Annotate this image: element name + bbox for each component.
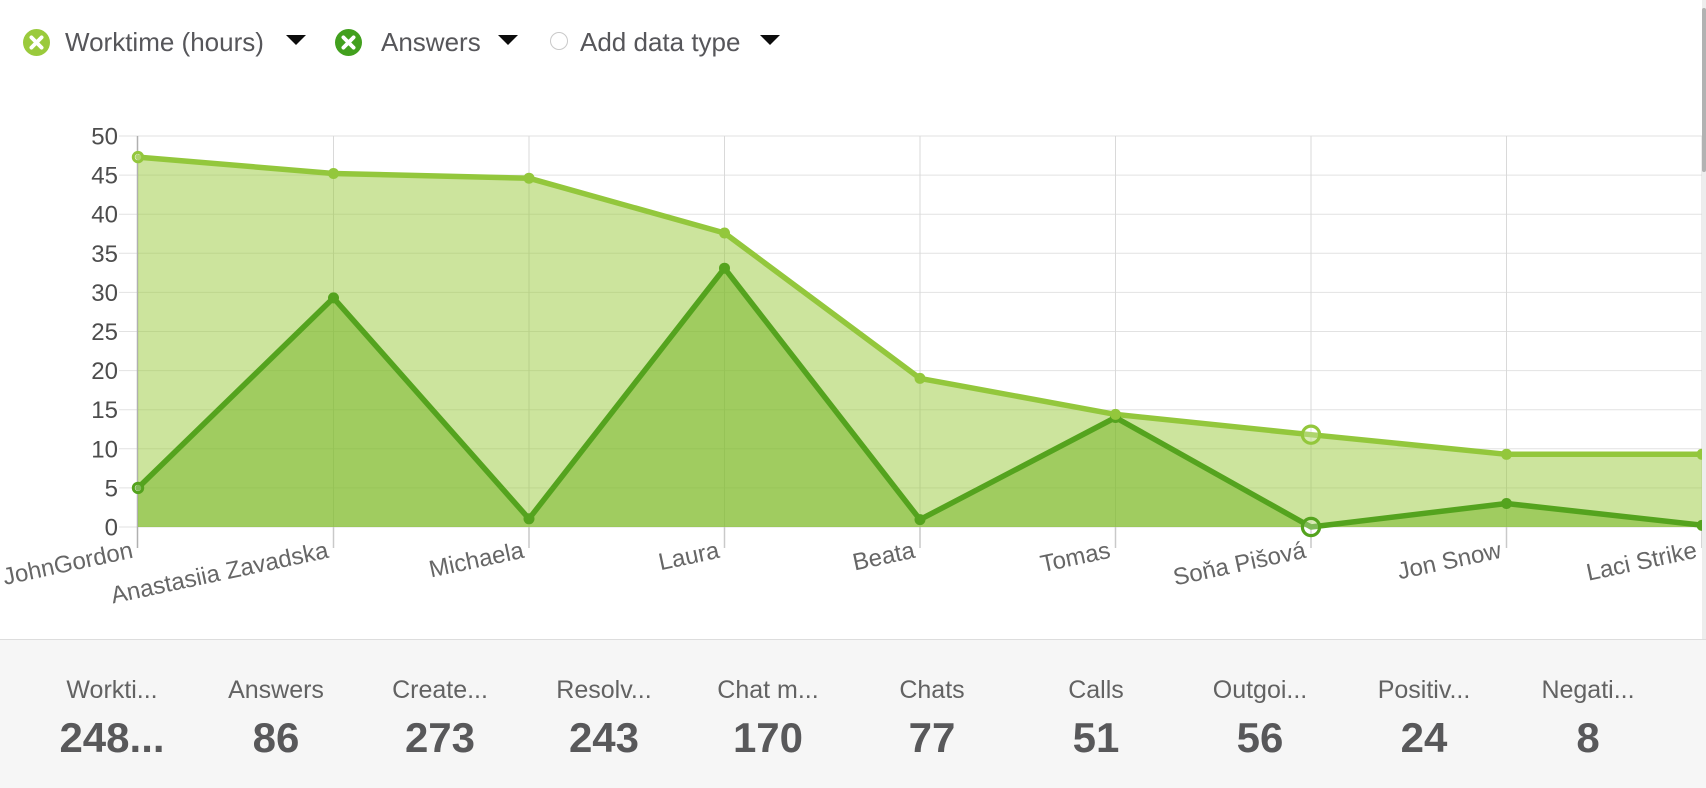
svg-text:15: 15 [91, 397, 118, 424]
svg-text:25: 25 [91, 319, 118, 346]
svg-text:45: 45 [91, 163, 118, 190]
svg-text:40: 40 [91, 202, 118, 229]
svg-text:50: 50 [91, 124, 118, 151]
svg-text:5: 5 [105, 475, 118, 502]
svg-text:Laci Strike: Laci Strike [1584, 537, 1699, 587]
svg-text:20: 20 [91, 358, 118, 385]
svg-text:Anastasiia Zavadska: Anastasiia Zavadska [109, 537, 332, 610]
svg-text:0: 0 [105, 515, 118, 542]
svg-text:Tomas: Tomas [1038, 537, 1113, 578]
svg-text:Soňa Pišová: Soňa Pišová [1171, 537, 1309, 592]
svg-text:Jon Snow: Jon Snow [1395, 537, 1504, 585]
svg-text:35: 35 [91, 241, 118, 268]
svg-text:Laura: Laura [656, 537, 722, 576]
svg-text:10: 10 [91, 436, 118, 463]
svg-text:Michaela: Michaela [427, 537, 527, 584]
svg-text:Beata: Beata [850, 537, 918, 577]
svg-text:30: 30 [91, 280, 118, 307]
